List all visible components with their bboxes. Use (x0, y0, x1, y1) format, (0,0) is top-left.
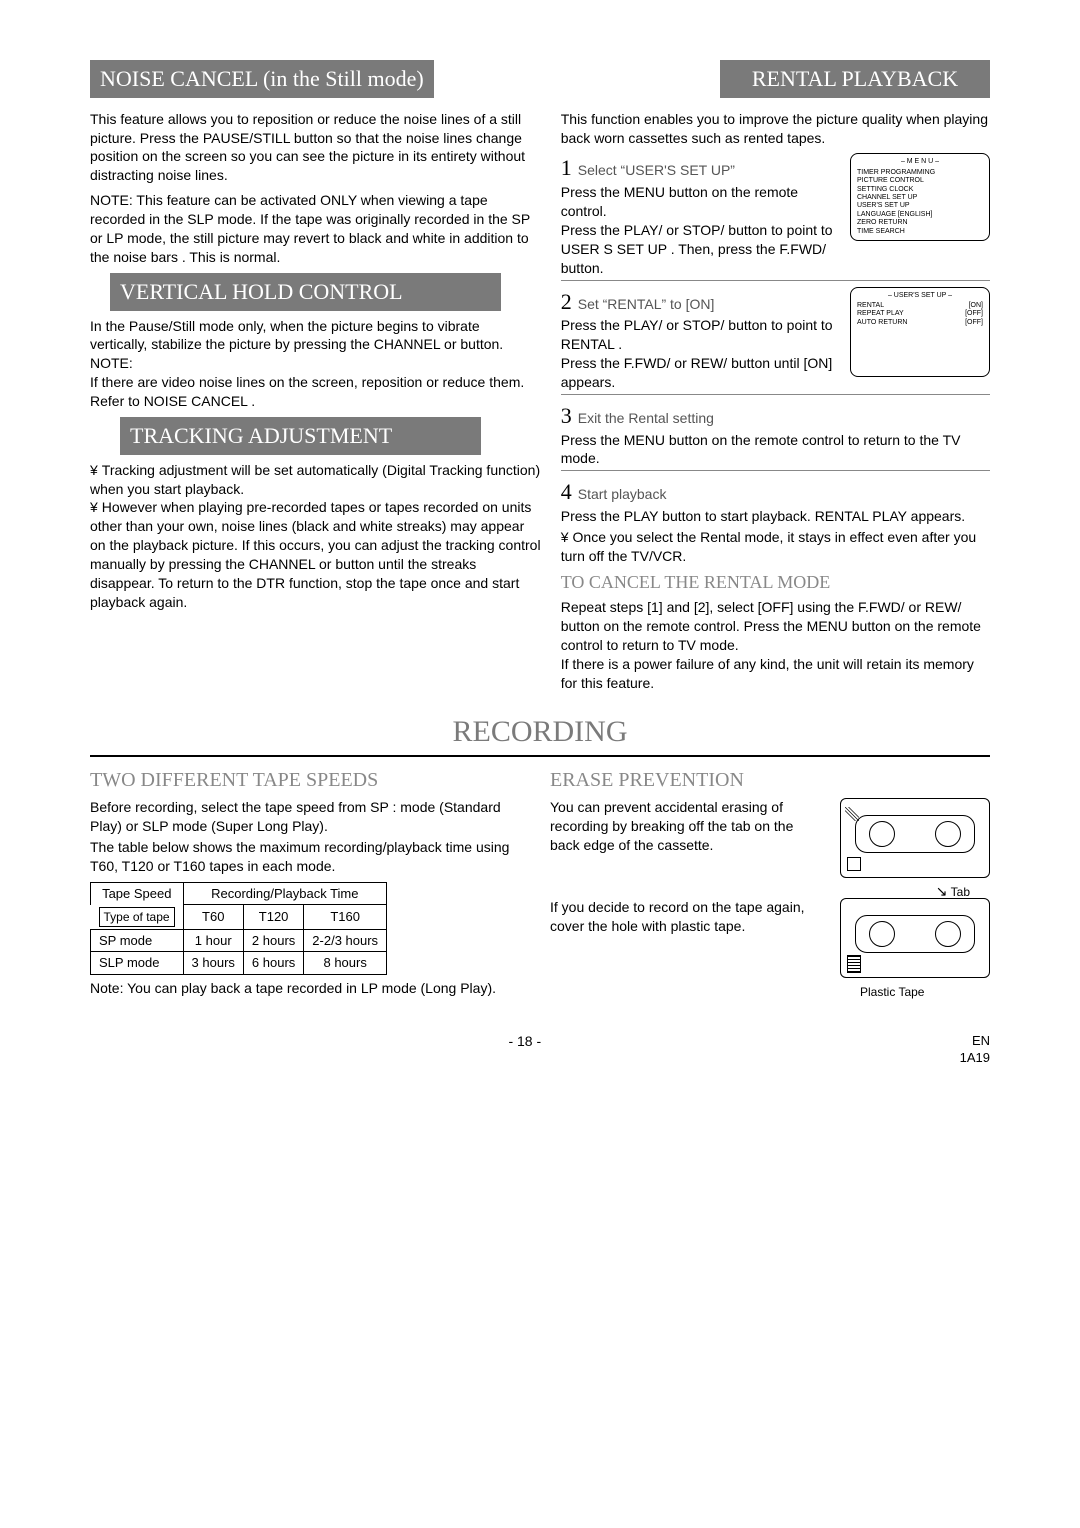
tracking-bullet-1: Tracking adjustment will be set automati… (90, 461, 541, 499)
setup-box: – USER'S SET UP – RENTAL [ON] REPEAT PLAY… (850, 287, 990, 377)
header-vertical: VERTICAL HOLD CONTROL (110, 273, 501, 311)
footer-code2: 1A19 (960, 1049, 990, 1067)
step1-title: Select “USER'S SET UP” (578, 162, 735, 178)
step3-title: Exit the Rental setting (578, 410, 714, 426)
row-slp-label: SLP mode (91, 952, 184, 975)
step2-title: Set “RENTAL” to [ON] (578, 296, 715, 312)
step-num-1: 1 (561, 155, 572, 180)
th-t120: T120 (243, 905, 303, 930)
menu-item: TIME SEARCH (857, 228, 983, 236)
cassette-icon (840, 798, 990, 878)
th-t160: T160 (304, 905, 387, 930)
step4-note: Once you select the Rental mode, it stay… (561, 528, 990, 566)
menu-item: USER'S SET UP (857, 202, 983, 210)
th-type-of-tape: Type of tape (99, 907, 175, 927)
setup-box-title: – USER'S SET UP – (857, 292, 983, 300)
noise-cancel-note: NOTE: This feature can be activated ONLY… (90, 191, 541, 267)
setup-val: [OFF] (965, 319, 983, 327)
step4-text: Press the PLAY button to start playback.… (561, 507, 990, 526)
row-slp-t160: 8 hours (304, 952, 387, 975)
vertical-note-label: NOTE: (90, 354, 541, 373)
header-tracking: TRACKING ADJUSTMENT (120, 417, 481, 455)
menu-item: LANGUAGE [ENGLISH] (857, 211, 983, 219)
th-tape-speed: Tape Speed (91, 882, 184, 905)
tracking-bullet-2: However when playing pre-recorded tapes … (90, 498, 541, 611)
header-erase: ERASE PREVENTION (550, 767, 990, 794)
setup-val: [ON] (969, 302, 983, 310)
menu-item: TIMER PROGRAMMING (857, 169, 983, 177)
menu-box: – M E N U – TIMER PROGRAMMING PICTURE CO… (850, 153, 990, 241)
page-number: - 18 - (508, 1032, 541, 1067)
two-speeds-table-intro: The table below shows the maximum record… (90, 838, 530, 876)
setup-row: REPEAT PLAY (857, 310, 904, 318)
step-num-3: 3 (561, 403, 572, 428)
row-sp-label: SP mode (91, 929, 184, 952)
header-recording: RECORDING (90, 712, 990, 757)
step3-text: Press the MENU button on the remote cont… (561, 431, 990, 469)
row-sp-t160: 2-2/3 hours (304, 929, 387, 952)
setup-row: AUTO RETURN (857, 319, 907, 327)
cancel-title: TO CANCEL THE RENTAL MODE (561, 570, 990, 594)
speeds-table: Tape Speed Recording/Playback Time Type … (90, 882, 387, 975)
th-rec-time: Recording/Playback Time (183, 882, 387, 905)
row-slp-t120: 6 hours (243, 952, 303, 975)
two-speeds-intro: Before recording, select the tape speed … (90, 798, 530, 836)
th-t60: T60 (183, 905, 243, 930)
two-speeds-note: Note: You can play back a tape recorded … (90, 979, 530, 998)
vertical-note: If there are video noise lines on the sc… (90, 373, 541, 411)
row-sp-t60: 1 hour (183, 929, 243, 952)
menu-item: CHANNEL SET UP (857, 194, 983, 202)
row-slp-t60: 3 hours (183, 952, 243, 975)
menu-item: SETTING CLOCK (857, 186, 983, 194)
rental-intro: This function enables you to improve the… (561, 110, 990, 148)
step-num-4: 4 (561, 479, 572, 504)
cassette-icon-2 (840, 898, 990, 978)
plastic-tape-label: Plastic Tape (860, 984, 924, 1000)
menu-item: PICTURE CONTROL (857, 177, 983, 185)
footer-code1: EN (960, 1032, 990, 1050)
header-rental: RENTAL PLAYBACK (720, 60, 990, 98)
setup-val: [OFF] (965, 310, 983, 318)
cancel-text: Repeat steps [1] and [2], select [OFF] u… (561, 598, 990, 692)
header-two-speeds: TWO DIFFERENT TAPE SPEEDS (90, 767, 530, 794)
row-sp-t120: 2 hours (243, 929, 303, 952)
header-noise-cancel: NOISE CANCEL (in the Still mode) (90, 60, 434, 98)
menu-box-title: – M E N U – (857, 158, 983, 166)
step4-title: Start playback (578, 486, 667, 502)
setup-row: RENTAL (857, 302, 884, 310)
menu-item: ZERO RETURN (857, 219, 983, 227)
step-num-2: 2 (561, 289, 572, 314)
vertical-text: In the Pause/Still mode only, when the p… (90, 317, 541, 355)
noise-cancel-text: This feature allows you to reposition or… (90, 110, 541, 186)
